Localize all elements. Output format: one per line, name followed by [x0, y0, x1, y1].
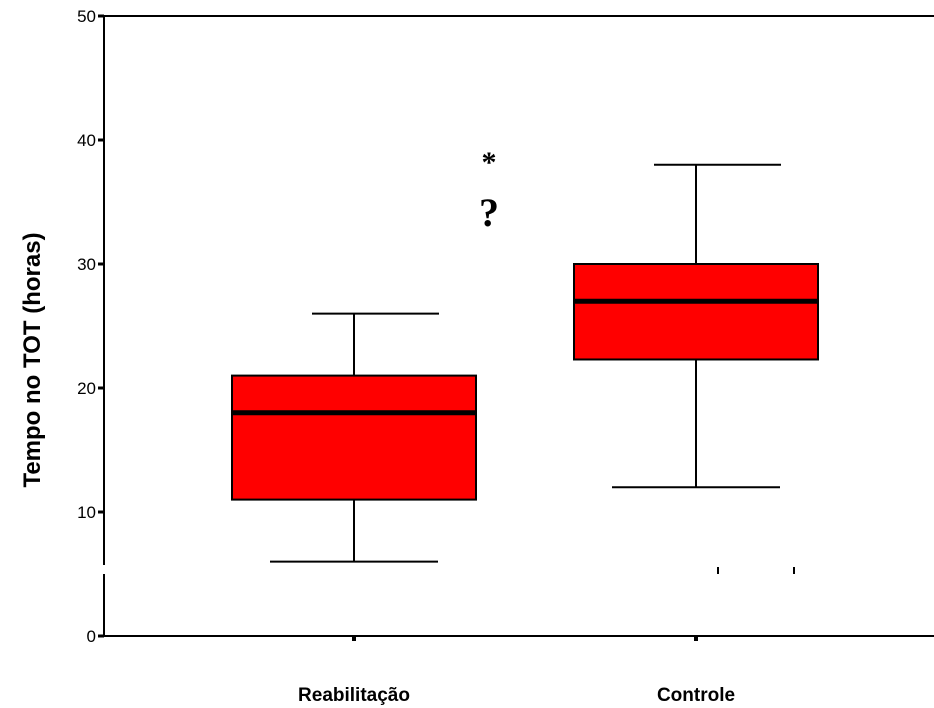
y-axis-ticks: 0 10 20 30 40 50 — [77, 7, 104, 646]
y-tick-label: 30 — [77, 255, 96, 274]
iqr-box — [231, 374, 477, 501]
boxes-group — [231, 163, 819, 563]
asterisk-annotation: * — [482, 146, 497, 179]
y-tick-label: 40 — [77, 131, 96, 150]
question-annotation: ? — [479, 190, 499, 235]
x-category-label: Controle — [657, 685, 735, 706]
y-tick-label: 20 — [77, 379, 96, 398]
x-category-label: Reabilitação — [298, 685, 410, 706]
y-axis-title: Tempo no TOT (horas) — [19, 232, 46, 487]
x-axis-ticks: Reabilitação Controle — [298, 636, 735, 706]
y-tick-label: 0 — [87, 627, 96, 646]
y-tick-label: 50 — [77, 7, 96, 26]
box-reabilitacao — [231, 312, 477, 563]
iqr-box — [573, 263, 819, 361]
box-controle — [573, 163, 819, 489]
y-tick-label: 10 — [77, 503, 96, 522]
